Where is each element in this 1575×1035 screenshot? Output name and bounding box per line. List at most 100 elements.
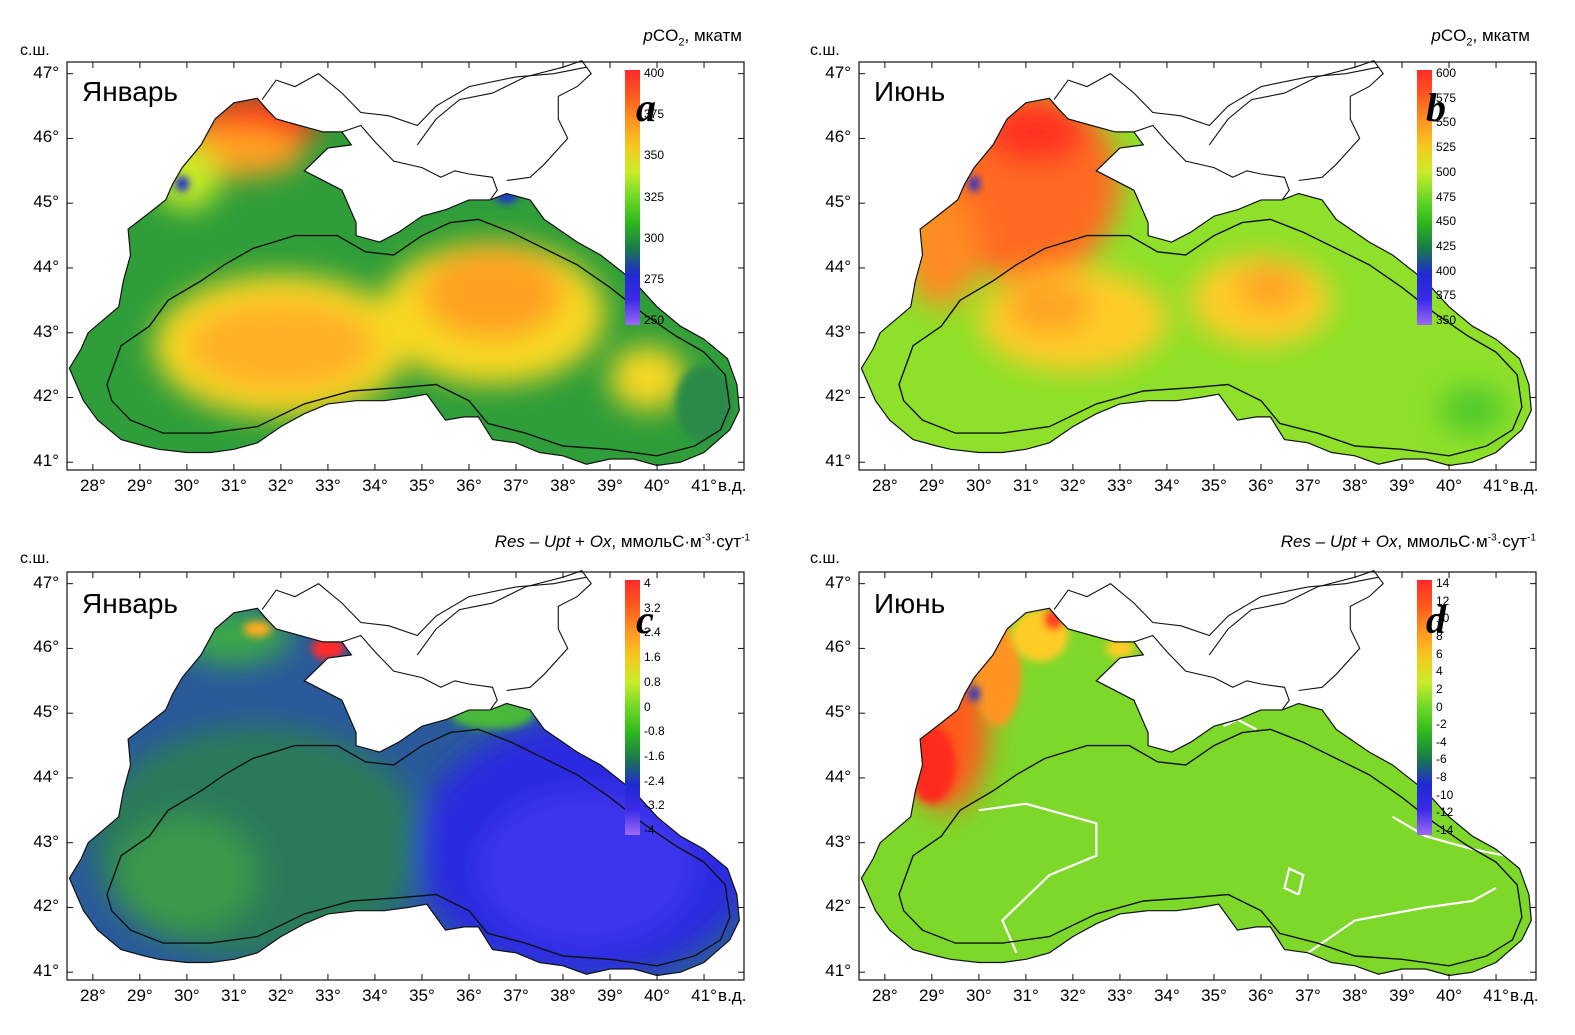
colorbar-tick-label: 4 bbox=[1436, 664, 1443, 679]
zero-contour bbox=[1283, 867, 1305, 896]
colorbar-tick-label: 475 bbox=[1436, 189, 1457, 204]
lon-label: 33° bbox=[1107, 476, 1133, 495]
field-blob bbox=[186, 300, 375, 391]
colorbar-tick-label: 350 bbox=[1436, 313, 1457, 327]
panel-d: с.ш. Res – Upt + Ox, ммольС·м-3·сут-1 Ию… bbox=[792, 510, 1572, 1030]
variable-title: Res – Upt + Ox, ммольС·м-3·сут-1 bbox=[494, 532, 750, 551]
lon-label: 31° bbox=[221, 476, 247, 495]
northern-coastline bbox=[261, 66, 587, 127]
lat-label: 45° bbox=[33, 702, 59, 722]
shelf-break-contour bbox=[898, 728, 1523, 967]
lat-label: 44° bbox=[825, 766, 851, 786]
lon-label: 37° bbox=[1295, 986, 1321, 1005]
lon-label: 36° bbox=[456, 476, 482, 495]
colorbar-tick-label: -12 bbox=[1436, 805, 1454, 820]
variable-title: Res – Upt + Ox, ммольС·м-3·сут-1 bbox=[1280, 532, 1536, 551]
field-blob bbox=[903, 190, 979, 307]
lon-label: 28° bbox=[871, 986, 898, 1005]
colorbar-tick-label: 400 bbox=[1436, 263, 1457, 278]
lon-label: 38° bbox=[1342, 476, 1368, 495]
panel-letter: c bbox=[636, 597, 654, 642]
variable-title: pCO2, мкатм bbox=[643, 26, 742, 49]
field-blob bbox=[478, 790, 695, 947]
colorbar-tick-label: -4 bbox=[644, 823, 655, 837]
lat-label: 46° bbox=[33, 637, 59, 657]
lon-label: 31° bbox=[221, 986, 247, 1005]
colorbar-tick-label: 1.6 bbox=[644, 650, 661, 665]
sea-field bbox=[861, 98, 1532, 466]
lon-label: 31° bbox=[1013, 476, 1039, 495]
field-blob bbox=[968, 175, 980, 192]
lat-unit-label: с.ш. bbox=[810, 550, 840, 567]
colorbar-tick-label: 0.8 bbox=[644, 674, 661, 689]
lon-label: 35° bbox=[409, 476, 435, 495]
lat-label: 46° bbox=[825, 127, 851, 147]
lon-label: 28° bbox=[79, 476, 106, 495]
lon-label: 34° bbox=[362, 476, 388, 495]
field-blob bbox=[983, 99, 1088, 165]
lon-label: 32° bbox=[268, 986, 294, 1005]
plot-frame bbox=[66, 571, 745, 981]
map-c bbox=[66, 570, 745, 981]
month-label: Январь bbox=[82, 76, 178, 107]
lat-label: 43° bbox=[33, 321, 59, 341]
crimea-outline bbox=[303, 124, 498, 243]
colorbar-tick-label: 2.4 bbox=[644, 625, 661, 640]
colorbar-tick-label: 0 bbox=[644, 699, 651, 714]
field-blob bbox=[968, 685, 980, 702]
colorbar-tick-label: 450 bbox=[1436, 214, 1457, 229]
lon-label: 40° bbox=[644, 986, 670, 1005]
colorbar-tick-label: -1.6 bbox=[644, 748, 665, 763]
colorbar-tick-label: 6 bbox=[1436, 646, 1443, 661]
lon-label: 38° bbox=[550, 986, 576, 1005]
lon-label: 31° bbox=[1013, 986, 1039, 1005]
lat-label: 44° bbox=[33, 766, 59, 786]
azov-coastline bbox=[416, 60, 592, 182]
colorbar-tick-label: 2 bbox=[1436, 681, 1443, 696]
map-b bbox=[858, 60, 1537, 471]
lon-label: 34° bbox=[362, 986, 388, 1005]
zero-contour bbox=[978, 802, 1098, 954]
panel-c: с.ш. Res – Upt + Ox, ммольС·м-3·сут-1 Ян… bbox=[0, 510, 780, 1030]
lat-label: 42° bbox=[825, 386, 851, 406]
lat-label: 43° bbox=[33, 831, 59, 851]
lon-label: 33° bbox=[315, 476, 341, 495]
field-blob bbox=[116, 816, 258, 934]
lon-label: 30° bbox=[966, 476, 992, 495]
lat-label: 44° bbox=[825, 256, 851, 276]
lon-label: 41° bbox=[691, 476, 717, 495]
field-blob bbox=[421, 248, 563, 340]
colorbar-tick-label: 0 bbox=[1436, 699, 1443, 714]
lon-unit-label: в.д. bbox=[1510, 476, 1539, 495]
panel-b: с.ш. pCO2, мкатм Июнь b 47° 46° 45° 44° 43° 4… bbox=[792, 0, 1572, 515]
colorbar-tick-label: 525 bbox=[1436, 140, 1457, 155]
shelf-break-contour bbox=[106, 728, 731, 967]
month-label: Июнь bbox=[874, 588, 946, 619]
month-label: Январь bbox=[82, 588, 178, 619]
sea-base bbox=[861, 608, 1532, 976]
colorbar-tick-label: 4 bbox=[644, 576, 651, 590]
lon-label: 41° bbox=[1483, 986, 1509, 1005]
field-blob bbox=[311, 636, 345, 661]
lat-label: 46° bbox=[825, 637, 851, 657]
colorbar-tick-label: -3.2 bbox=[644, 798, 665, 813]
colorbar-tick-label: 8 bbox=[1436, 628, 1443, 643]
lon-label: 37° bbox=[503, 986, 529, 1005]
lon-label: 37° bbox=[1295, 476, 1321, 495]
colorbar-tick-label: 575 bbox=[1436, 90, 1457, 105]
colorbar-tick-label: 12 bbox=[1436, 593, 1450, 608]
field-blob bbox=[1439, 387, 1506, 434]
lat-label: 42° bbox=[825, 896, 851, 916]
lon-label: 29° bbox=[919, 476, 945, 495]
lon-label: 30° bbox=[966, 986, 992, 1005]
colorbar-tick-label: 500 bbox=[1436, 164, 1457, 179]
lat-label: 47° bbox=[33, 572, 59, 592]
lon-label: 28° bbox=[79, 986, 106, 1005]
lon-label: 37° bbox=[503, 476, 529, 495]
lon-label: 39° bbox=[597, 986, 623, 1005]
northern-coastline bbox=[1053, 576, 1379, 637]
lon-label: 30° bbox=[174, 986, 200, 1005]
field-blob bbox=[1237, 264, 1304, 311]
panel-a: с.ш. pCO2, мкатм Январь a 47° 46° 45° 44° 43… bbox=[0, 0, 780, 515]
